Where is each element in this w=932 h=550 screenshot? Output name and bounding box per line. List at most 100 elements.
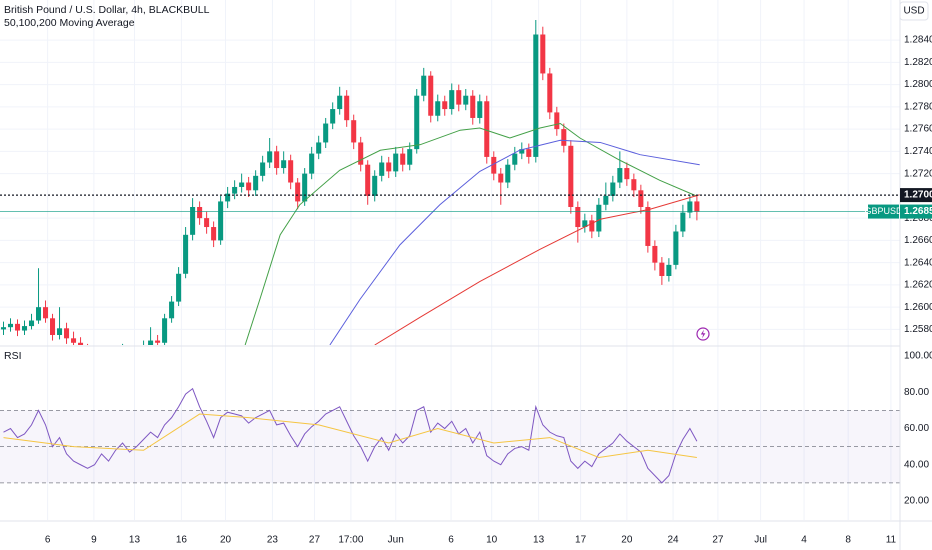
- candle-body: [428, 75, 434, 116]
- candle-body: [463, 95, 469, 105]
- x-tick-label: 9: [91, 535, 97, 546]
- candle-body: [624, 168, 630, 180]
- labels: 6 9 13 16 20 23 27 17:00 Jun 6 10 13 17 20 24 27 Jul 4 8 11…: [45, 35, 932, 546]
- candle-body: [162, 318, 168, 343]
- x-tick-label: 24: [668, 535, 680, 546]
- y-tick-label: 1.27800: [904, 101, 932, 112]
- rsi-tick-label: 40.00: [904, 459, 929, 470]
- candle-body: [477, 101, 483, 118]
- last-price-tag: [900, 204, 932, 219]
- x-tick-label: 13: [533, 535, 545, 546]
- candle-body: [561, 129, 567, 146]
- event-icon[interactable]: [696, 327, 710, 341]
- candle-body: [197, 207, 203, 219]
- y-tick-label: 1.26600: [904, 235, 932, 246]
- candle-body: [596, 204, 602, 232]
- candle-body: [589, 220, 595, 232]
- candle-body: [0, 327, 7, 330]
- candle-body: [358, 142, 364, 165]
- candle-body: [302, 173, 308, 202]
- x-tick-label: Jul: [754, 535, 767, 546]
- candle-body: [71, 338, 77, 343]
- marker-price-tag: [900, 188, 932, 203]
- candle-body: [484, 101, 490, 157]
- x-tick-label: 6: [448, 535, 454, 546]
- candle-body: [183, 234, 189, 274]
- candle-body: [64, 328, 70, 339]
- symbol-tag: [868, 204, 899, 219]
- currency-label[interactable]: USD: [903, 6, 924, 17]
- candle-body: [281, 160, 287, 169]
- candle-body: [309, 153, 315, 174]
- indicator-label: 50,100,200 Moving Average: [4, 17, 135, 29]
- candle-body: [288, 160, 294, 183]
- candle-body: [617, 168, 623, 183]
- candle-body: [456, 90, 462, 105]
- candle-body: [610, 182, 616, 196]
- rsi-tick-label: 20.00: [904, 496, 929, 507]
- currency-box[interactable]: [899, 1, 929, 21]
- candle-body: [239, 182, 245, 187]
- rsi-tick-label: 100.00: [904, 351, 932, 362]
- candle-body: [421, 75, 427, 96]
- rsi-label: RSI: [4, 350, 22, 362]
- candle-body: [512, 153, 518, 165]
- candle-body: [652, 245, 658, 263]
- candle-body: [14, 323, 21, 331]
- candle-body: [232, 186, 238, 194]
- grid: [0, 0, 900, 520]
- candle-body: [526, 149, 532, 157]
- candle-body: [554, 112, 560, 130]
- y-tick-label: 1.25800: [904, 324, 932, 335]
- candle-body: [470, 95, 476, 118]
- y-tick-label: 1.28400: [904, 35, 932, 46]
- rsi-tick-label: 60.00: [904, 423, 929, 434]
- candle-body: [36, 307, 42, 321]
- candle-body: [568, 145, 574, 207]
- x-tick-label: 16: [176, 535, 188, 546]
- rsi-line: [3, 387, 698, 484]
- y-tick-label: 1.26200: [904, 280, 932, 291]
- candle-body: [204, 218, 210, 228]
- candle-body: [533, 34, 539, 157]
- x-tick-label: 23: [267, 535, 279, 546]
- candle-body: [575, 207, 581, 228]
- candle-body: [7, 323, 14, 328]
- candle-body: [190, 207, 196, 235]
- x-tick-label: 11: [886, 535, 897, 546]
- price-pane: [0, 20, 900, 345]
- event-bolt: [700, 329, 706, 339]
- y-tick-label: 1.27600: [904, 124, 932, 135]
- x-tick-label: 13: [129, 535, 141, 546]
- candle-body: [155, 340, 161, 343]
- candle-body: [449, 90, 455, 110]
- candle-body: [393, 153, 399, 172]
- candle-body: [645, 207, 651, 246]
- candle-body: [57, 328, 63, 335]
- rsi-pane: [0, 387, 900, 484]
- x-tick-label: 20: [621, 535, 633, 546]
- candle-body: [78, 342, 84, 345]
- candle-body: [330, 109, 336, 124]
- candle-body: [274, 151, 280, 169]
- candle-body: [603, 195, 609, 205]
- candle-body: [211, 227, 217, 241]
- candle-body: [365, 164, 371, 196]
- y-tick-label: 1.27200: [904, 168, 932, 179]
- candle-body: [540, 34, 546, 74]
- x-tick-label: 6: [45, 535, 51, 546]
- candle-body: [316, 142, 322, 154]
- moving-average-line: [374, 194, 700, 345]
- candle-body: [407, 149, 413, 165]
- rsi-ma-line: [3, 413, 697, 459]
- x-tick-label: 8: [845, 535, 851, 546]
- candle-body: [505, 164, 511, 183]
- candle-body: [498, 173, 504, 183]
- marker-price-label: 1.27007: [904, 190, 932, 201]
- y-tick-label: 1.28000: [904, 79, 932, 90]
- candle-body: [218, 201, 224, 241]
- y-tick-label: 1.26000: [904, 302, 932, 313]
- candle-body: [673, 231, 679, 265]
- candle-body: [28, 320, 35, 327]
